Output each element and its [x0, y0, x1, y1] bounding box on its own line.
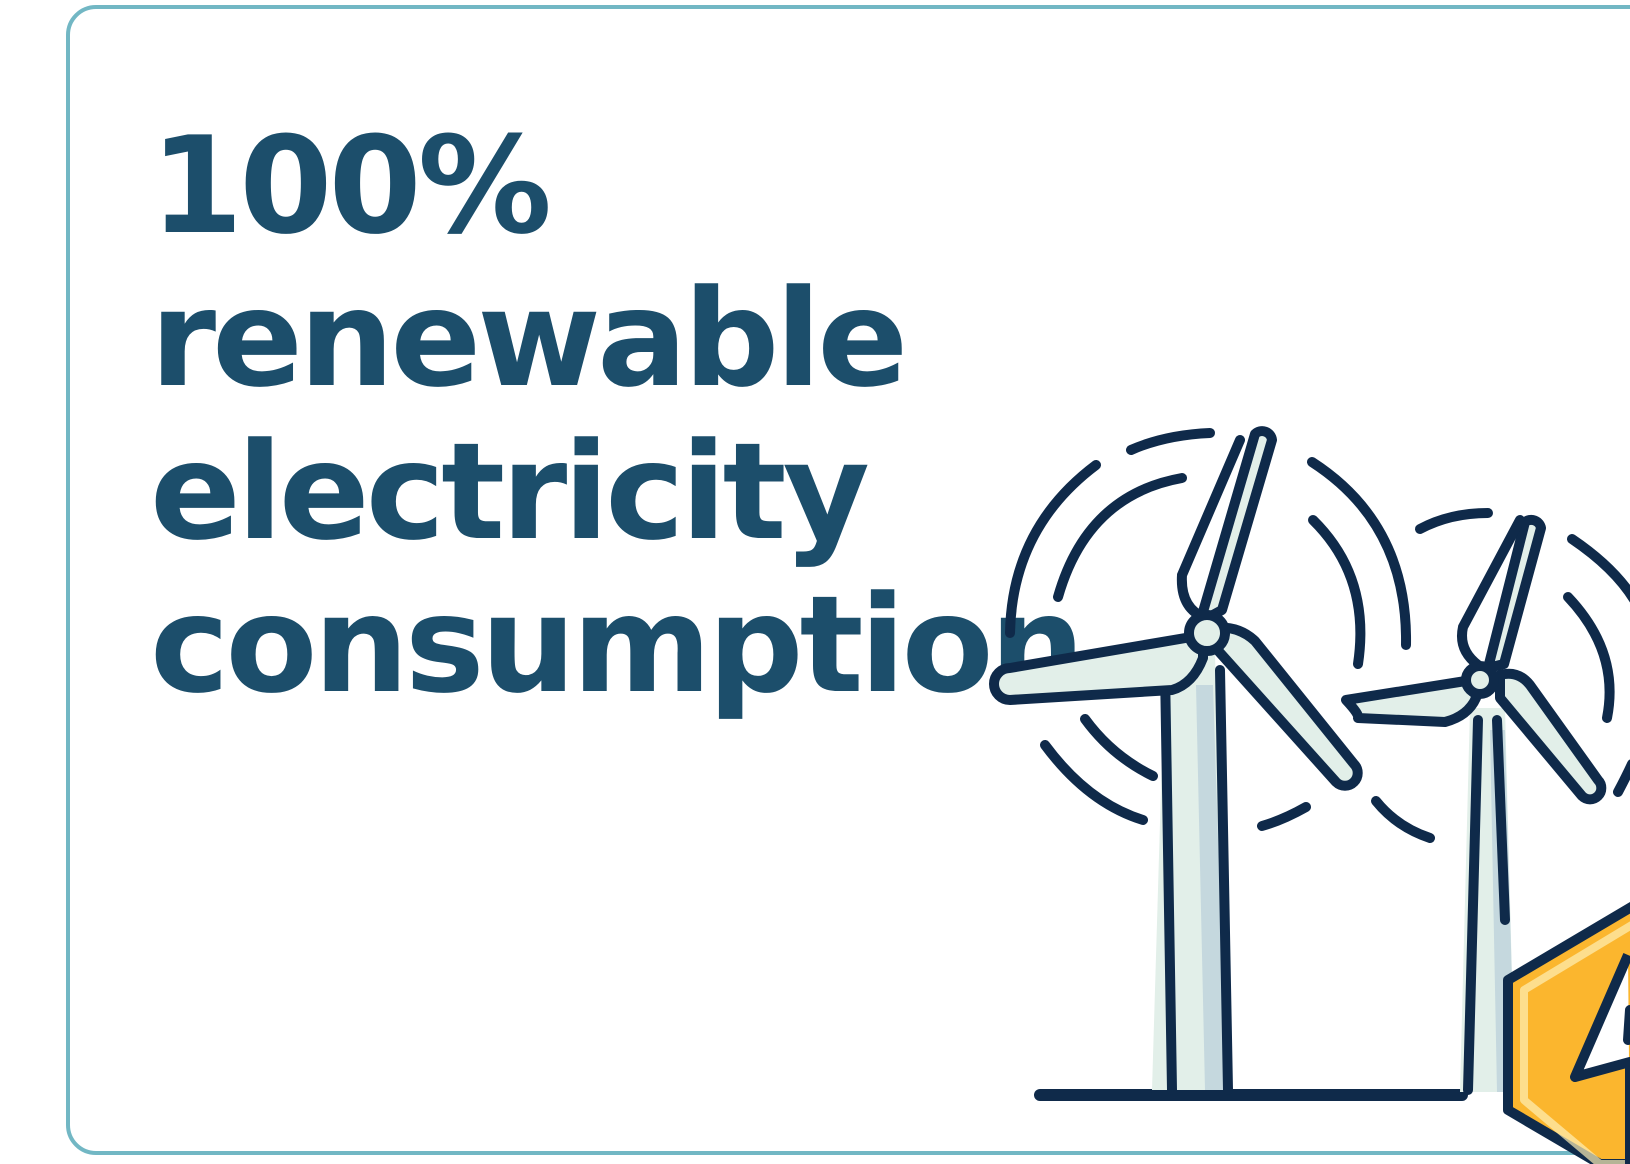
headline-line-1: 100% [150, 108, 552, 264]
lightning-bolt-icon [1503, 901, 1630, 1164]
card-border [66, 5, 1630, 1155]
headline-line-2: renewable [150, 261, 908, 417]
headline-line-3: electricity [150, 414, 870, 570]
wind-turbine-icon [989, 426, 1412, 1095]
headline-line-4: consumption [150, 567, 1085, 723]
wind-turbine-icon [1341, 508, 1630, 1095]
headline: 100% renewable electricity consumption [150, 108, 1085, 723]
